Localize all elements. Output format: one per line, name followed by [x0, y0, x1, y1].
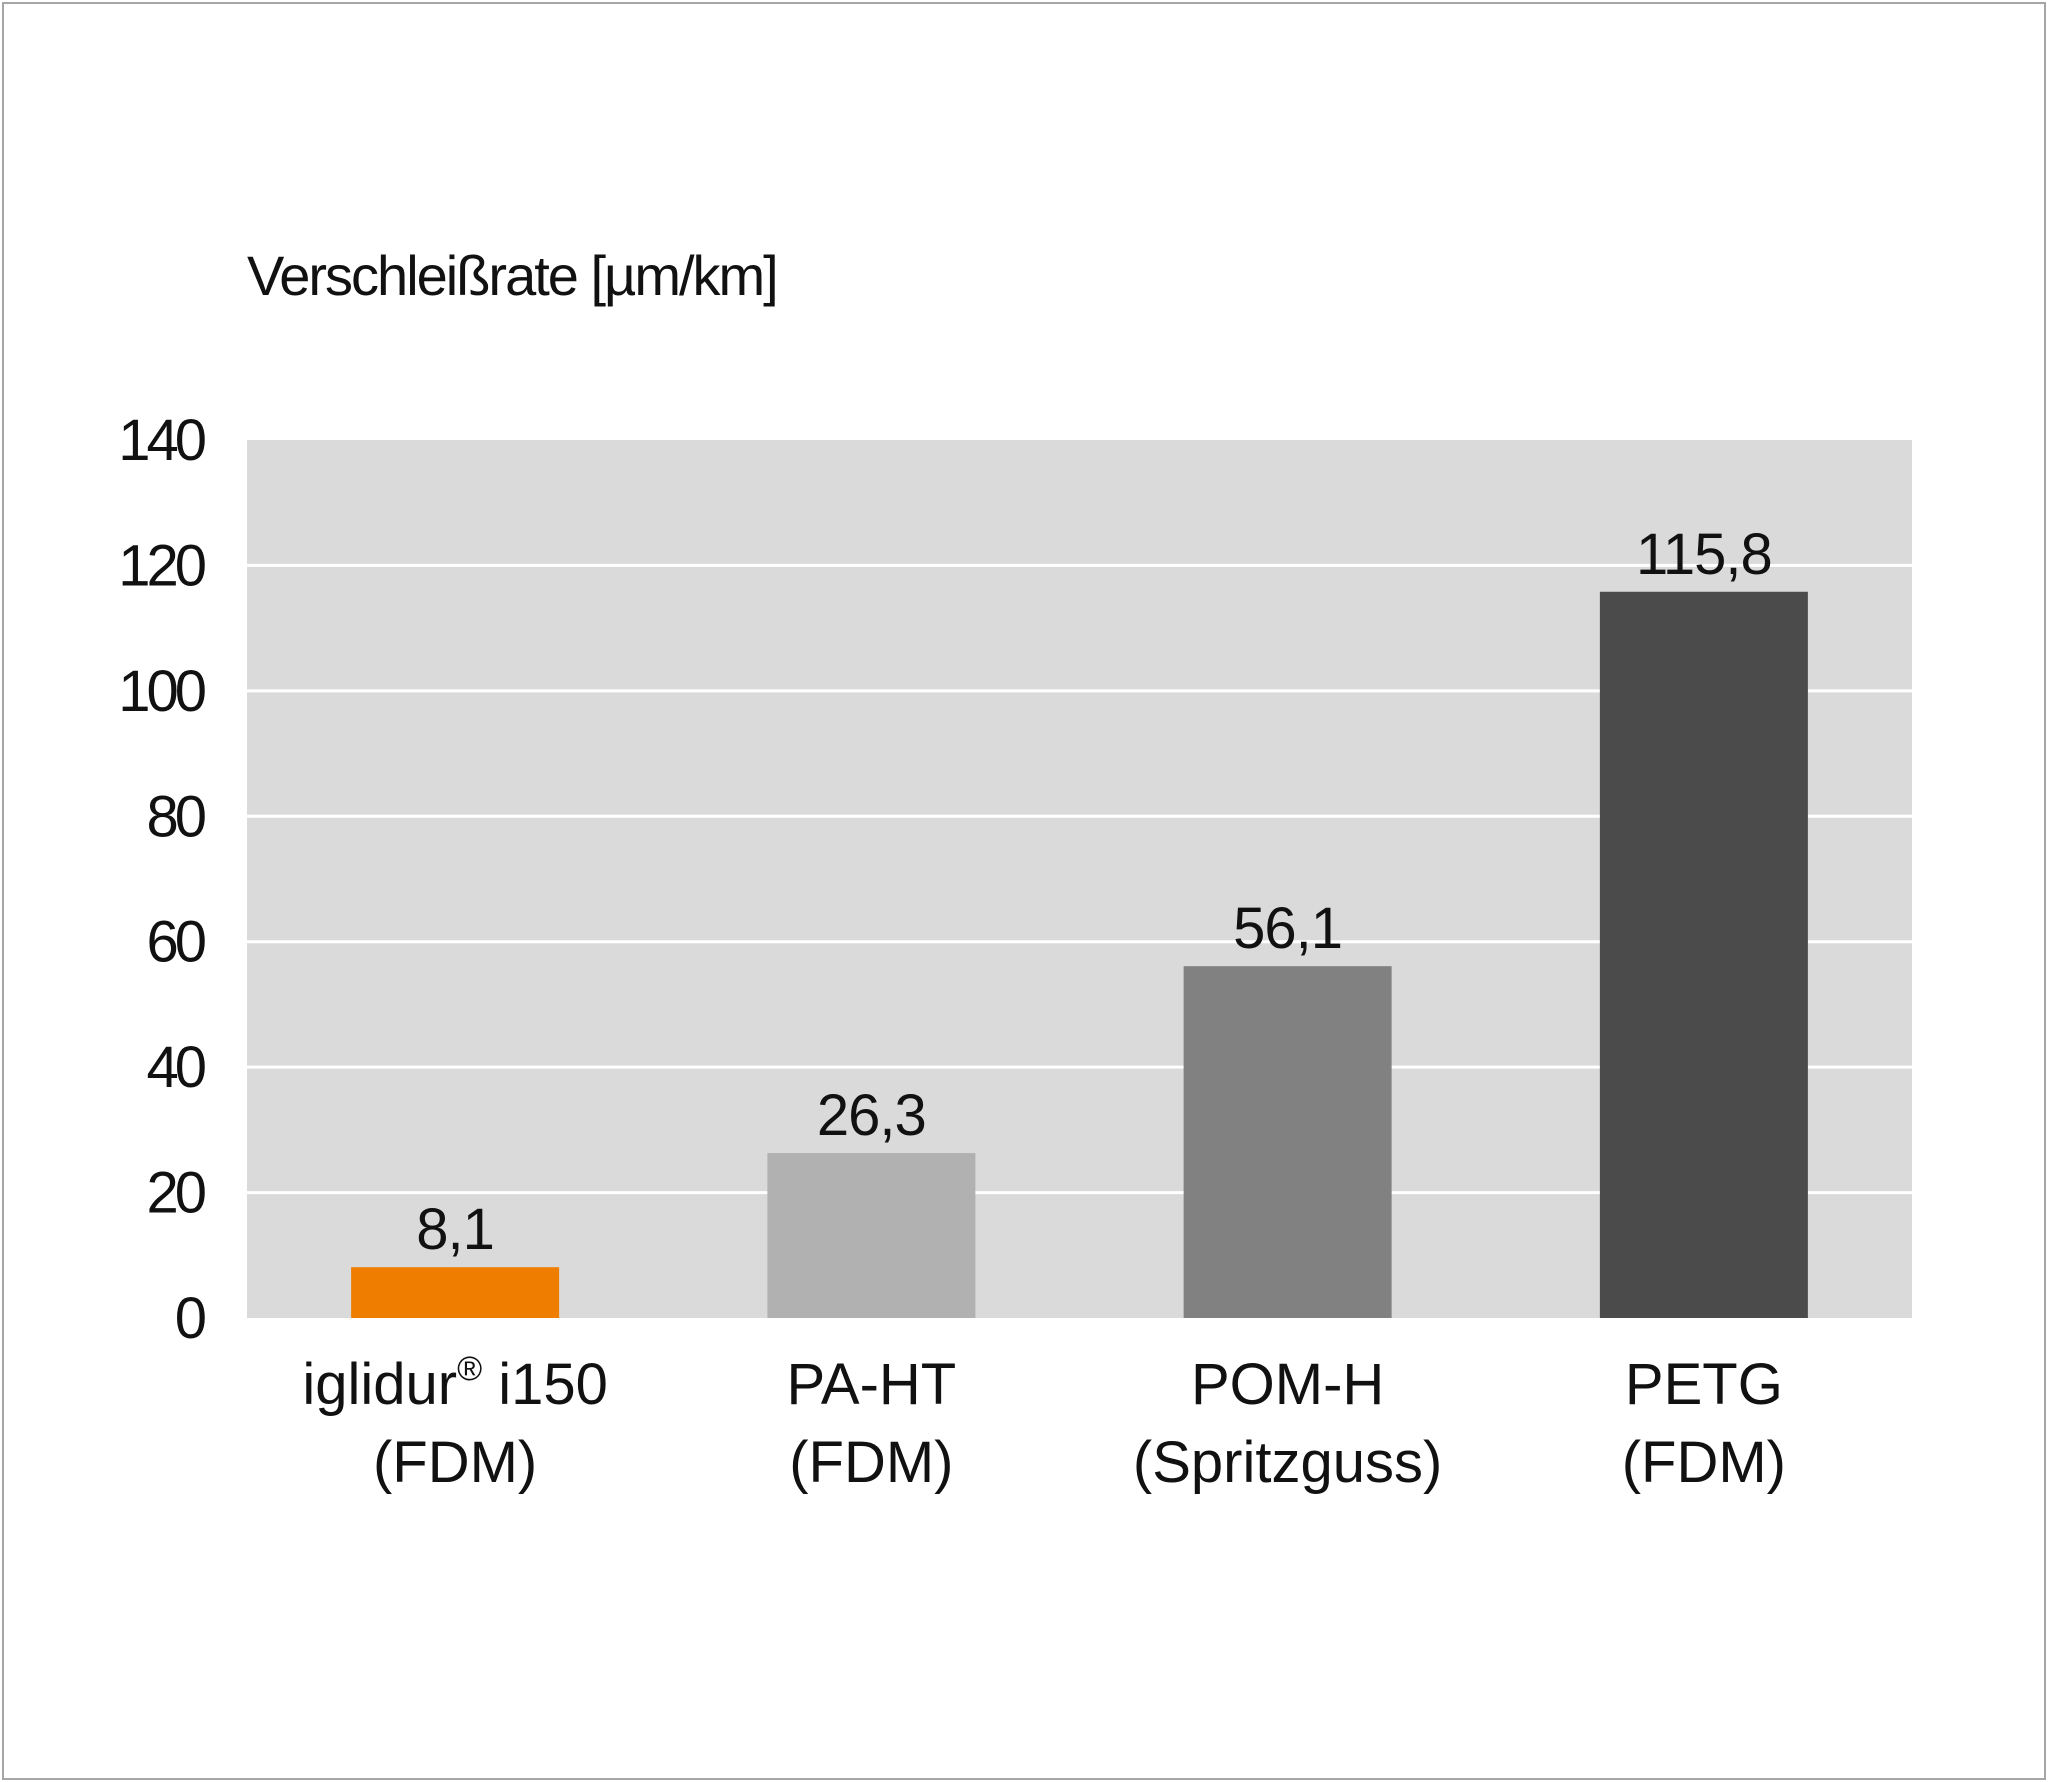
value-label: 26,3 — [817, 1083, 926, 1148]
category-labels: iglidur® i150 (FDM) PA-HT (FDM) POM-H (Spritz… — [302, 1350, 1786, 1495]
category-label-line1: POM-H — [1191, 1352, 1384, 1417]
value-label: 115,8 — [1636, 522, 1772, 587]
y-tick-label: 120 — [118, 533, 205, 598]
y-axis-label: Verschleißrate [µm/km] — [247, 244, 777, 307]
value-label: 8,1 — [416, 1197, 494, 1262]
value-labels: 8,1 26,3 56,1 115,8 — [416, 522, 1772, 1262]
y-axis-ticks: 0 20 40 60 80 100 120 140 — [118, 408, 209, 1351]
category-label-line2: (Spritzguss) — [1133, 1430, 1442, 1495]
y-tick-label: 60 — [146, 910, 204, 975]
y-tick-label: 80 — [146, 784, 204, 849]
y-tick-label: 0 — [175, 1286, 205, 1351]
value-label: 56,1 — [1233, 896, 1342, 961]
y-tick-label: 140 — [118, 408, 205, 473]
category-label-line2: (FDM) — [373, 1430, 537, 1495]
y-tick-label: 100 — [118, 659, 205, 724]
category-label-line2: (FDM) — [1622, 1430, 1786, 1495]
bar — [1183, 966, 1392, 1318]
y-tick-label: 20 — [146, 1161, 204, 1226]
bar — [351, 1267, 560, 1318]
bar — [1599, 591, 1808, 1318]
category-label-line1: PETG — [1625, 1352, 1783, 1417]
category-label-line1: PA-HT — [787, 1352, 957, 1417]
bars — [351, 591, 1808, 1318]
bar — [767, 1153, 976, 1318]
y-tick-label: 40 — [146, 1035, 204, 1100]
category-label-line1: iglidur® i150 — [302, 1350, 608, 1417]
category-label-line2: (FDM) — [789, 1430, 953, 1495]
